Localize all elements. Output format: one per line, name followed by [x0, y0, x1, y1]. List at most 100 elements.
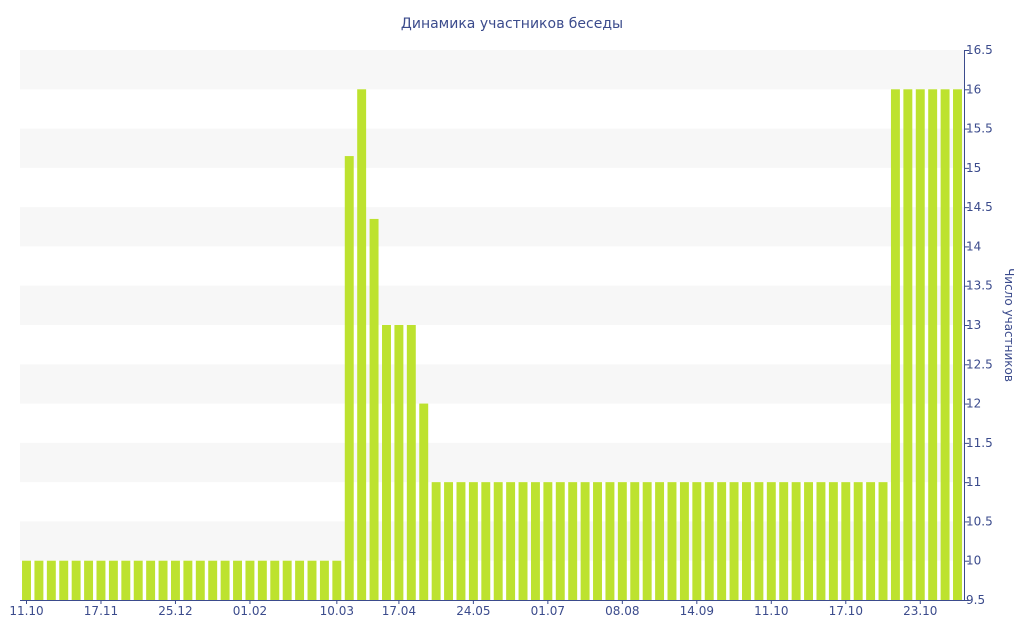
- bar[interactable]: [816, 482, 826, 600]
- bar[interactable]: [319, 560, 329, 600]
- x-tick-label: 23.10: [903, 604, 937, 618]
- bar[interactable]: [481, 482, 491, 600]
- bar[interactable]: [530, 482, 540, 600]
- bar[interactable]: [344, 156, 354, 600]
- bar[interactable]: [419, 403, 429, 600]
- bar[interactable]: [704, 482, 714, 600]
- grid-band: [20, 364, 964, 404]
- bar[interactable]: [617, 482, 627, 600]
- bar[interactable]: [158, 560, 168, 600]
- bar[interactable]: [282, 560, 292, 600]
- y-tick-label: 14.5: [966, 200, 993, 214]
- bar[interactable]: [195, 560, 205, 600]
- bar[interactable]: [59, 560, 69, 600]
- y-ticks-group: 9.5 10 10.5 11 11.5 12 12.5 13 13.5 14 14.5 15 15.5 1…: [964, 43, 993, 607]
- grid-bands: [20, 50, 964, 561]
- x-tick-label: 01.02: [233, 604, 267, 618]
- bar[interactable]: [96, 560, 106, 600]
- bar[interactable]: [841, 482, 851, 600]
- bar[interactable]: [270, 560, 280, 600]
- grid-band: [20, 442, 964, 483]
- bar[interactable]: [170, 560, 180, 600]
- x-tick-label: 10.03: [320, 604, 354, 618]
- x-tick-label: 17.04: [382, 604, 416, 618]
- bar[interactable]: [382, 325, 391, 600]
- bar[interactable]: [655, 482, 665, 600]
- bar[interactable]: [593, 482, 602, 600]
- bar[interactable]: [208, 560, 218, 600]
- bar[interactable]: [878, 482, 888, 600]
- bar[interactable]: [928, 89, 938, 600]
- x-ticks-group: 11.10 17.11 25.12 01.02 10.03 17.04 24.05 01.07…: [9, 600, 937, 618]
- bar[interactable]: [555, 482, 565, 600]
- bar[interactable]: [568, 482, 578, 600]
- bar[interactable]: [233, 560, 242, 600]
- bar[interactable]: [580, 482, 590, 600]
- bar[interactable]: [444, 482, 454, 600]
- bar[interactable]: [146, 560, 156, 600]
- x-tick-label: 11.10: [9, 604, 43, 618]
- y-tick-label: 13: [966, 318, 981, 332]
- bar[interactable]: [369, 218, 379, 600]
- x-tick-label: 11.10: [754, 604, 788, 618]
- bar[interactable]: [766, 482, 776, 600]
- x-tick-label: 24.05: [456, 604, 490, 618]
- bar[interactable]: [903, 89, 913, 600]
- bar[interactable]: [717, 482, 727, 600]
- bar[interactable]: [245, 560, 255, 600]
- bar[interactable]: [307, 560, 317, 600]
- bar[interactable]: [406, 325, 416, 600]
- x-tick-label: 01.07: [531, 604, 565, 618]
- bar[interactable]: [357, 89, 367, 600]
- bar[interactable]: [630, 482, 640, 600]
- bar[interactable]: [915, 89, 925, 600]
- bar[interactable]: [108, 560, 118, 600]
- bar[interactable]: [431, 482, 441, 600]
- bar[interactable]: [754, 482, 764, 600]
- bar[interactable]: [791, 482, 801, 600]
- bar[interactable]: [506, 482, 516, 600]
- bar[interactable]: [121, 560, 131, 600]
- bar[interactable]: [679, 482, 689, 600]
- bar[interactable]: [84, 560, 94, 600]
- y-tick-label: 11: [966, 475, 981, 489]
- bar[interactable]: [692, 482, 702, 600]
- bar[interactable]: [332, 560, 342, 600]
- bar[interactable]: [866, 482, 876, 600]
- bar[interactable]: [257, 560, 267, 600]
- bar[interactable]: [493, 482, 503, 600]
- bar[interactable]: [46, 560, 56, 600]
- bar[interactable]: [605, 482, 615, 600]
- bar[interactable]: [133, 560, 143, 600]
- y-tick-label: 14: [966, 239, 981, 253]
- bar[interactable]: [518, 482, 528, 600]
- bar[interactable]: [742, 482, 751, 600]
- bar[interactable]: [456, 482, 466, 600]
- bar[interactable]: [295, 560, 305, 600]
- bar[interactable]: [22, 560, 31, 600]
- bar[interactable]: [642, 482, 652, 600]
- bar[interactable]: [667, 482, 677, 600]
- bar[interactable]: [220, 560, 230, 600]
- bar[interactable]: [183, 560, 193, 600]
- bar[interactable]: [394, 325, 404, 600]
- bar[interactable]: [828, 482, 838, 600]
- bar[interactable]: [953, 89, 962, 600]
- bar[interactable]: [779, 482, 789, 600]
- bar[interactable]: [543, 482, 553, 600]
- bar[interactable]: [71, 560, 81, 600]
- bar[interactable]: [468, 482, 478, 600]
- y-tick-label: 10: [966, 554, 981, 568]
- x-tick-label: 14.09: [680, 604, 714, 618]
- bar[interactable]: [34, 560, 44, 600]
- bar[interactable]: [729, 482, 739, 600]
- bar[interactable]: [890, 89, 900, 600]
- y-tick-label: 15.5: [966, 122, 993, 136]
- grid-band: [20, 50, 964, 90]
- y-tick-label: 16.5: [966, 43, 993, 57]
- bar[interactable]: [804, 482, 814, 600]
- bar[interactable]: [853, 482, 863, 600]
- bar[interactable]: [940, 89, 950, 600]
- y-tick-label: 15: [966, 161, 981, 175]
